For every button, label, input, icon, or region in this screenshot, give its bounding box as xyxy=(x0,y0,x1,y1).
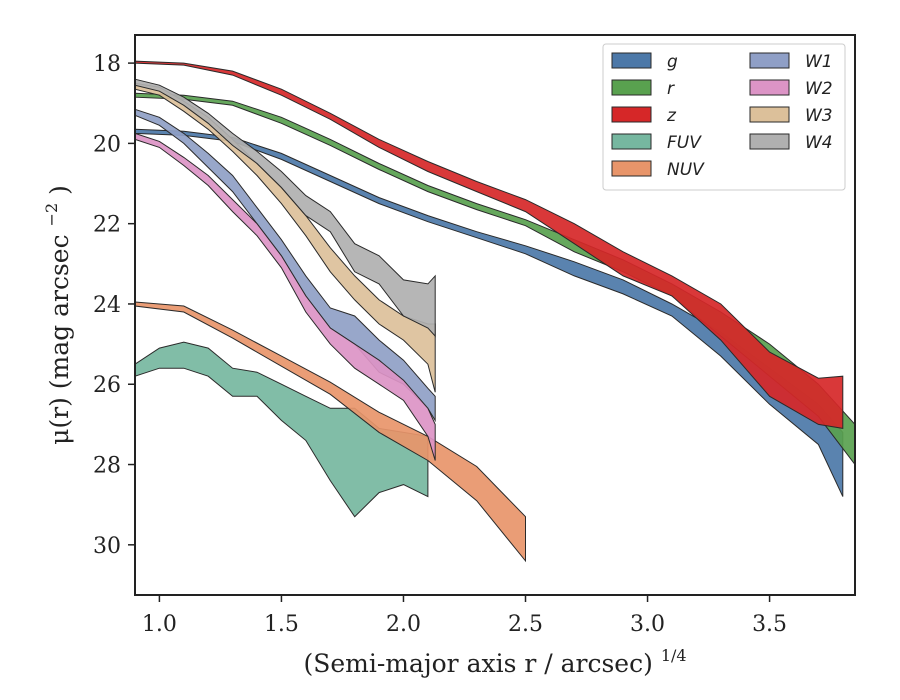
legend: grz FUV NUV W1 W2 W3 W4 xyxy=(602,43,846,191)
band-FUV xyxy=(134,341,429,518)
y-tick-label: 20 xyxy=(93,132,121,157)
y-tick-label: 22 xyxy=(93,213,121,238)
y-axis-label: μ(r) (mag arcsec −2 ) xyxy=(34,185,74,445)
y-axis-label-text: μ(r) (mag arcsec xyxy=(45,234,74,444)
x-axis-ticks: 1.0 1.5 2.0 2.5 3.0 3.5 xyxy=(142,595,787,637)
x-tick-label: 2.0 xyxy=(386,612,421,637)
y-tick-label: 28 xyxy=(93,454,121,479)
y-axis-label-superscript: −2 xyxy=(42,203,61,227)
legend-label: g xyxy=(667,52,678,72)
y-axis-label-tail: ) xyxy=(45,185,74,195)
legend-swatch xyxy=(611,52,652,69)
x-tick-label: 3.5 xyxy=(752,612,787,637)
legend-label: z xyxy=(666,106,677,126)
band-NUV xyxy=(134,301,526,563)
x-tick-label: 2.5 xyxy=(508,612,543,637)
legend-swatch xyxy=(749,106,790,123)
band-W4 xyxy=(134,78,436,338)
legend-label: W3 xyxy=(805,106,833,126)
x-axis-label: (Semi-major axis r / arcsec) 1/4 xyxy=(303,646,686,678)
y-tick-label: 18 xyxy=(93,52,121,77)
plot-frame xyxy=(134,34,856,596)
legend-swatch xyxy=(749,133,790,150)
legend-label: NUV xyxy=(667,160,705,180)
x-axis-label-text: (Semi-major axis r / arcsec) xyxy=(303,649,652,678)
legend-swatch xyxy=(611,133,652,150)
legend-swatch xyxy=(611,106,652,123)
legend-label: W4 xyxy=(805,133,833,153)
x-tick-label: 1.0 xyxy=(142,612,177,637)
legend-label: r xyxy=(667,79,675,99)
y-axis-ticks: 18 20 22 24 26 28 30 xyxy=(93,52,135,559)
legend-swatch xyxy=(611,79,652,96)
legend-label: W1 xyxy=(805,52,833,72)
data-bands xyxy=(134,60,856,563)
x-axis-label-superscript: 1/4 xyxy=(661,646,687,665)
band-W2 xyxy=(134,132,436,461)
y-tick-label: 30 xyxy=(93,534,121,559)
legend-swatch xyxy=(749,79,790,96)
x-tick-label: 1.5 xyxy=(264,612,299,637)
x-tick-label: 3.0 xyxy=(630,612,665,637)
legend-label: FUV xyxy=(667,133,702,153)
legend-swatch xyxy=(749,52,790,69)
y-tick-label: 26 xyxy=(93,373,121,398)
legend-swatch xyxy=(611,160,652,177)
y-tick-label: 24 xyxy=(93,293,121,318)
legend-label: W2 xyxy=(805,79,833,99)
band-g xyxy=(134,128,844,497)
band-W1 xyxy=(134,108,436,423)
band-z xyxy=(134,60,844,429)
